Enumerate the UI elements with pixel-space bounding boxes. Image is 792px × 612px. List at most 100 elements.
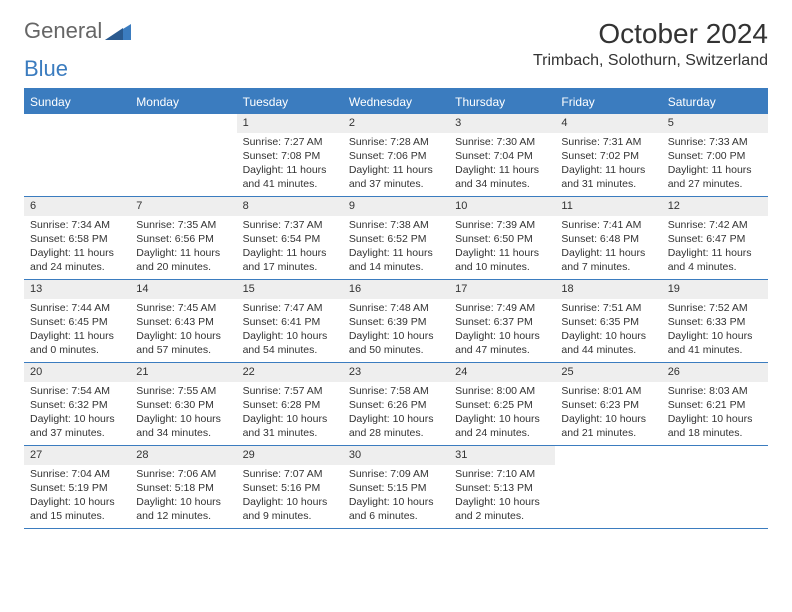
daylight-line: Daylight: 10 hours and 21 minutes. <box>561 412 655 440</box>
sunset-line: Sunset: 6:28 PM <box>243 398 337 412</box>
day-details: Sunrise: 7:47 AMSunset: 6:41 PMDaylight:… <box>237 299 343 362</box>
day-cell: 28Sunrise: 7:06 AMSunset: 5:18 PMDayligh… <box>130 446 236 528</box>
daylight-line: Daylight: 10 hours and 41 minutes. <box>668 329 762 357</box>
sunrise-line: Sunrise: 7:48 AM <box>349 301 443 315</box>
day-cell: 22Sunrise: 7:57 AMSunset: 6:28 PMDayligh… <box>237 363 343 445</box>
day-number: 15 <box>237 280 343 299</box>
daylight-line: Daylight: 10 hours and 47 minutes. <box>455 329 549 357</box>
daylight-line: Daylight: 10 hours and 9 minutes. <box>243 495 337 523</box>
day-details: Sunrise: 8:00 AMSunset: 6:25 PMDaylight:… <box>449 382 555 445</box>
sunset-line: Sunset: 6:26 PM <box>349 398 443 412</box>
daylight-line: Daylight: 10 hours and 54 minutes. <box>243 329 337 357</box>
sunrise-line: Sunrise: 7:34 AM <box>30 218 124 232</box>
day-cell: 20Sunrise: 7:54 AMSunset: 6:32 PMDayligh… <box>24 363 130 445</box>
sunrise-line: Sunrise: 7:04 AM <box>30 467 124 481</box>
day-details: Sunrise: 7:54 AMSunset: 6:32 PMDaylight:… <box>24 382 130 445</box>
day-cell: 14Sunrise: 7:45 AMSunset: 6:43 PMDayligh… <box>130 280 236 362</box>
day-cell: 19Sunrise: 7:52 AMSunset: 6:33 PMDayligh… <box>662 280 768 362</box>
day-cell: 18Sunrise: 7:51 AMSunset: 6:35 PMDayligh… <box>555 280 661 362</box>
sunrise-line: Sunrise: 7:57 AM <box>243 384 337 398</box>
daylight-line: Daylight: 11 hours and 0 minutes. <box>30 329 124 357</box>
calendar-week: 13Sunrise: 7:44 AMSunset: 6:45 PMDayligh… <box>24 280 768 363</box>
month-title: October 2024 <box>533 18 768 50</box>
day-cell: 9Sunrise: 7:38 AMSunset: 6:52 PMDaylight… <box>343 197 449 279</box>
logo-text-gray: General <box>24 18 102 44</box>
weekday-header: Sunday <box>24 90 130 114</box>
weekday-header: Friday <box>555 90 661 114</box>
daylight-line: Daylight: 10 hours and 18 minutes. <box>668 412 762 440</box>
sunrise-line: Sunrise: 7:41 AM <box>561 218 655 232</box>
daylight-line: Daylight: 10 hours and 34 minutes. <box>136 412 230 440</box>
sunset-line: Sunset: 6:48 PM <box>561 232 655 246</box>
sunset-line: Sunset: 7:06 PM <box>349 149 443 163</box>
sunrise-line: Sunrise: 7:58 AM <box>349 384 443 398</box>
weekday-header: Wednesday <box>343 90 449 114</box>
sunrise-line: Sunrise: 7:27 AM <box>243 135 337 149</box>
daylight-line: Daylight: 10 hours and 15 minutes. <box>30 495 124 523</box>
day-details: Sunrise: 7:58 AMSunset: 6:26 PMDaylight:… <box>343 382 449 445</box>
day-details: Sunrise: 7:52 AMSunset: 6:33 PMDaylight:… <box>662 299 768 362</box>
sunrise-line: Sunrise: 7:30 AM <box>455 135 549 149</box>
day-number <box>130 114 236 133</box>
day-cell: 8Sunrise: 7:37 AMSunset: 6:54 PMDaylight… <box>237 197 343 279</box>
day-details: Sunrise: 7:55 AMSunset: 6:30 PMDaylight:… <box>130 382 236 445</box>
day-cell: 24Sunrise: 8:00 AMSunset: 6:25 PMDayligh… <box>449 363 555 445</box>
day-number: 7 <box>130 197 236 216</box>
sunset-line: Sunset: 5:13 PM <box>455 481 549 495</box>
sunrise-line: Sunrise: 7:09 AM <box>349 467 443 481</box>
day-number: 29 <box>237 446 343 465</box>
day-number: 2 <box>343 114 449 133</box>
day-cell: 2Sunrise: 7:28 AMSunset: 7:06 PMDaylight… <box>343 114 449 196</box>
day-details: Sunrise: 7:33 AMSunset: 7:00 PMDaylight:… <box>662 133 768 196</box>
day-cell <box>130 114 236 196</box>
sunset-line: Sunset: 6:50 PM <box>455 232 549 246</box>
day-number: 11 <box>555 197 661 216</box>
daylight-line: Daylight: 11 hours and 7 minutes. <box>561 246 655 274</box>
weekday-header: Thursday <box>449 90 555 114</box>
daylight-line: Daylight: 11 hours and 4 minutes. <box>668 246 762 274</box>
day-number: 28 <box>130 446 236 465</box>
sunrise-line: Sunrise: 7:38 AM <box>349 218 443 232</box>
day-number: 4 <box>555 114 661 133</box>
sunset-line: Sunset: 6:47 PM <box>668 232 762 246</box>
day-details: Sunrise: 7:35 AMSunset: 6:56 PMDaylight:… <box>130 216 236 279</box>
daylight-line: Daylight: 11 hours and 24 minutes. <box>30 246 124 274</box>
day-cell <box>24 114 130 196</box>
day-details: Sunrise: 7:07 AMSunset: 5:16 PMDaylight:… <box>237 465 343 528</box>
day-number: 23 <box>343 363 449 382</box>
sunrise-line: Sunrise: 7:54 AM <box>30 384 124 398</box>
day-number: 31 <box>449 446 555 465</box>
daylight-line: Daylight: 11 hours and 20 minutes. <box>136 246 230 274</box>
day-number <box>555 446 661 465</box>
day-number <box>662 446 768 465</box>
weekday-header: Saturday <box>662 90 768 114</box>
logo: General <box>24 18 134 44</box>
day-number: 16 <box>343 280 449 299</box>
day-cell: 29Sunrise: 7:07 AMSunset: 5:16 PMDayligh… <box>237 446 343 528</box>
location-subtitle: Trimbach, Solothurn, Switzerland <box>533 52 768 70</box>
day-details: Sunrise: 7:31 AMSunset: 7:02 PMDaylight:… <box>555 133 661 196</box>
sunset-line: Sunset: 7:00 PM <box>668 149 762 163</box>
day-number: 19 <box>662 280 768 299</box>
day-cell <box>555 446 661 528</box>
day-cell: 5Sunrise: 7:33 AMSunset: 7:00 PMDaylight… <box>662 114 768 196</box>
day-details: Sunrise: 8:03 AMSunset: 6:21 PMDaylight:… <box>662 382 768 445</box>
day-details: Sunrise: 7:38 AMSunset: 6:52 PMDaylight:… <box>343 216 449 279</box>
day-details: Sunrise: 7:34 AMSunset: 6:58 PMDaylight:… <box>24 216 130 279</box>
sunrise-line: Sunrise: 7:49 AM <box>455 301 549 315</box>
weekday-header: Tuesday <box>237 90 343 114</box>
sunrise-line: Sunrise: 7:31 AM <box>561 135 655 149</box>
day-number: 8 <box>237 197 343 216</box>
sunrise-line: Sunrise: 7:52 AM <box>668 301 762 315</box>
sunrise-line: Sunrise: 7:45 AM <box>136 301 230 315</box>
day-number: 5 <box>662 114 768 133</box>
daylight-line: Daylight: 10 hours and 6 minutes. <box>349 495 443 523</box>
day-cell <box>662 446 768 528</box>
day-number: 10 <box>449 197 555 216</box>
day-number: 26 <box>662 363 768 382</box>
day-number: 13 <box>24 280 130 299</box>
calendar-week: 27Sunrise: 7:04 AMSunset: 5:19 PMDayligh… <box>24 446 768 529</box>
day-number: 12 <box>662 197 768 216</box>
day-number: 20 <box>24 363 130 382</box>
daylight-line: Daylight: 11 hours and 31 minutes. <box>561 163 655 191</box>
